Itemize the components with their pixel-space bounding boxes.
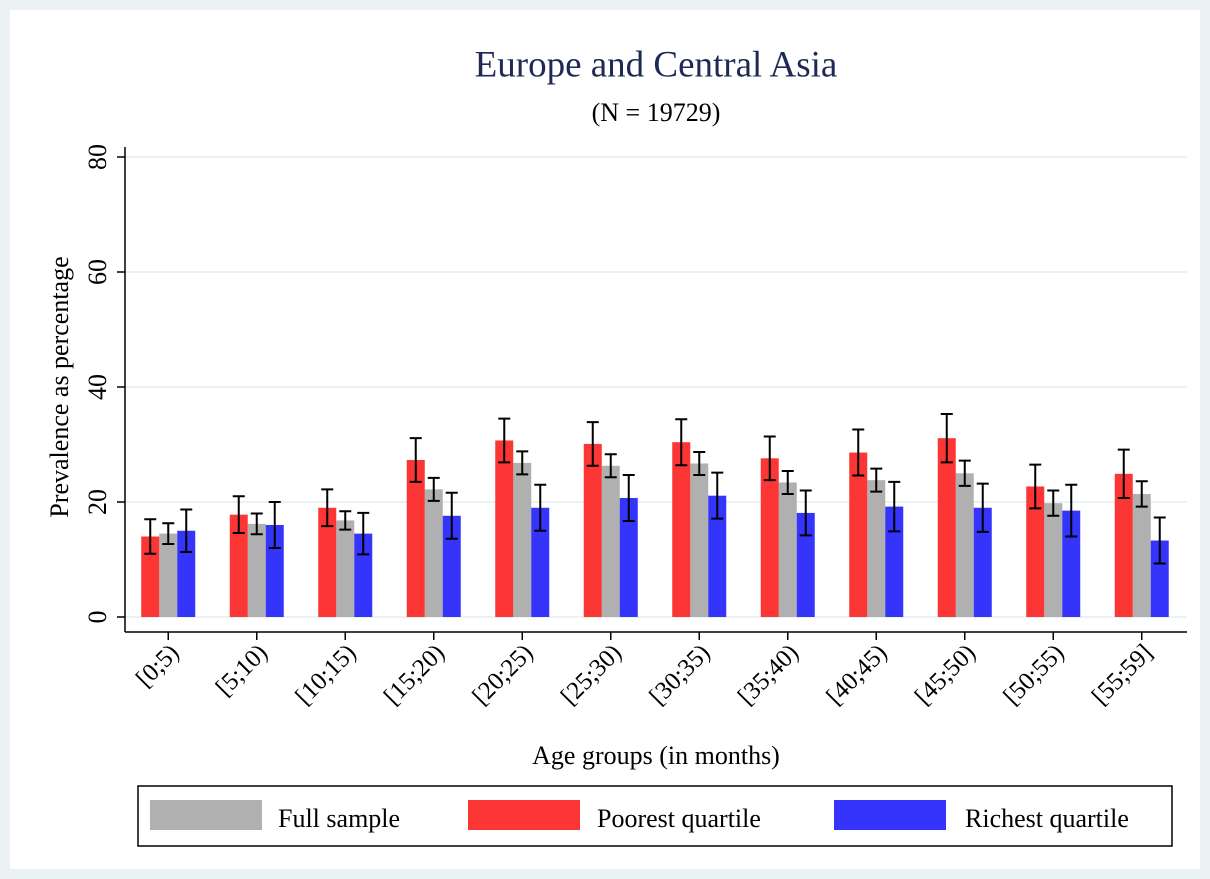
error-bar — [357, 511, 370, 556]
error-bar — [180, 508, 193, 554]
bar — [513, 462, 532, 617]
bar — [955, 473, 974, 617]
chart-title: Europe and Central Asia — [475, 44, 838, 85]
bar — [1150, 540, 1169, 617]
error-bar — [781, 469, 794, 495]
bar — [442, 515, 461, 617]
error-bar — [799, 489, 812, 537]
legend-swatch — [468, 800, 580, 830]
y-tick-label: 20 — [83, 489, 112, 515]
chart-subtitle: (N = 19729) — [592, 98, 721, 127]
legend-swatch — [150, 800, 262, 830]
error-bar — [1117, 448, 1130, 499]
bar — [495, 440, 514, 617]
bar — [1026, 486, 1045, 617]
error-bar — [1065, 483, 1078, 538]
legend — [137, 785, 1173, 847]
plot-region — [10, 10, 1200, 869]
bar — [1044, 503, 1063, 617]
bar — [601, 465, 620, 617]
bar — [796, 512, 815, 617]
bar — [1114, 473, 1133, 617]
error-bar — [852, 428, 865, 477]
bar — [885, 506, 904, 617]
bar — [937, 438, 956, 617]
y-tick-label: 60 — [83, 259, 112, 285]
y-tick-label: 0 — [83, 611, 112, 624]
error-bar — [940, 413, 953, 464]
error-bar — [1153, 516, 1166, 565]
bar — [141, 536, 160, 617]
legend-label: Richest quartile — [965, 804, 1129, 833]
bar — [336, 520, 355, 617]
error-bar — [339, 510, 352, 531]
error-bar — [763, 435, 776, 482]
bar — [318, 507, 337, 617]
error-bar — [321, 488, 334, 528]
error-bar — [498, 417, 511, 464]
bar — [973, 507, 992, 617]
legend-label: Poorest quartile — [597, 804, 761, 833]
y-tick-label: 40 — [83, 374, 112, 400]
bar — [778, 482, 797, 617]
bar — [583, 443, 602, 617]
bar — [672, 442, 691, 617]
bar — [849, 452, 868, 617]
error-bar — [1135, 480, 1148, 508]
error-bar — [1047, 489, 1060, 517]
legend-label: Full sample — [278, 804, 400, 833]
error-bar — [162, 522, 175, 545]
y-tick-label: 80 — [83, 144, 112, 170]
error-bar — [427, 476, 440, 502]
error-bar — [409, 437, 422, 483]
error-bar — [144, 518, 157, 555]
bar — [708, 495, 727, 617]
error-bar — [516, 450, 529, 476]
error-bar — [586, 421, 599, 467]
error-bar — [232, 495, 245, 535]
error-bar — [534, 483, 547, 532]
bar — [690, 463, 709, 617]
error-bar — [622, 473, 635, 522]
bar — [531, 507, 550, 617]
error-bar — [888, 480, 901, 533]
error-bar — [1029, 463, 1042, 510]
bar — [867, 480, 886, 617]
error-bar — [711, 471, 724, 520]
legend-swatch — [834, 800, 946, 830]
bar — [1132, 493, 1151, 617]
error-bar — [604, 453, 617, 479]
bar — [159, 533, 178, 617]
bar — [247, 523, 266, 617]
bar — [229, 514, 248, 617]
y-axis-label: Prevalence as percentage — [45, 256, 74, 517]
error-bar — [958, 459, 971, 487]
error-bar — [675, 418, 688, 467]
error-bar — [445, 491, 458, 540]
error-bar — [268, 501, 281, 549]
bar — [424, 489, 443, 617]
error-bar — [870, 467, 883, 493]
bar — [760, 458, 779, 617]
error-bar — [250, 512, 263, 536]
error-bar — [976, 482, 989, 533]
bar — [619, 497, 638, 617]
x-axis-label: Age groups (in months) — [532, 741, 780, 770]
error-bar — [693, 450, 706, 476]
bar — [406, 460, 425, 617]
